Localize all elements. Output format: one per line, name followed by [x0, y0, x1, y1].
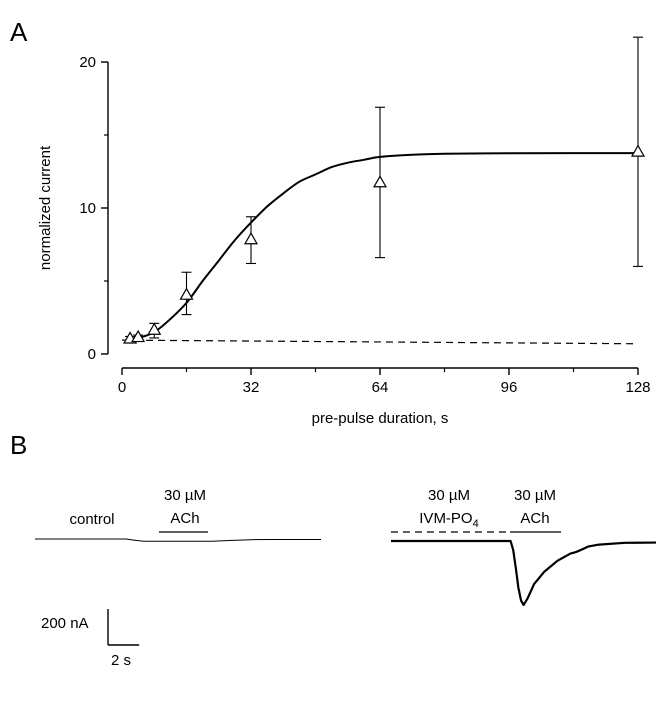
y-tick-label: 10: [79, 200, 96, 217]
data-point-triangle: [630, 144, 646, 157]
baseline-dashed-line: [121, 339, 639, 345]
fit-curve: [125, 152, 639, 341]
ivm-drug-subscript: 4: [473, 518, 479, 530]
control-ach-drug: ACh: [170, 510, 199, 527]
data-point-triangle: [243, 232, 259, 245]
y-tick-label: 20: [79, 54, 96, 71]
ivm-ach-trace: [391, 539, 656, 606]
y-axis-label: normalized current: [37, 145, 54, 270]
ivm-ach-drug: ACh: [520, 510, 549, 527]
data-point-triangle: [372, 175, 388, 188]
ivm-ach-conc: 30 µM: [514, 487, 556, 504]
data-point-triangle: [131, 329, 146, 343]
control-trace: [35, 538, 321, 542]
data-point-triangle: [179, 287, 194, 300]
panel-label-a: A: [10, 17, 28, 47]
ivm-drug: IVM-PO4: [419, 510, 478, 530]
y-tick-label: 0: [88, 346, 96, 363]
control-ach-conc: 30 µM: [164, 487, 206, 504]
panel-b-traces: control 30 µM ACh 30 µM IVM-PO4 30 µM AC…: [35, 487, 656, 669]
x-axis-label: pre-pulse duration, s: [312, 410, 449, 427]
x-tick-label: 64: [372, 379, 389, 396]
control-label: control: [69, 511, 114, 528]
ivm-drug-name: IVM-PO: [419, 510, 472, 527]
x-tick-label: 32: [243, 379, 260, 396]
x-tick-label: 96: [501, 379, 518, 396]
panel-a-chart: pre-pulse duration, s normalized current…: [37, 36, 651, 427]
scale-bar-time-label: 2 s: [111, 652, 131, 669]
ivm-conc: 30 µM: [428, 487, 470, 504]
scale-bar-current-label: 200 nA: [41, 615, 89, 632]
x-tick-label: 128: [625, 379, 650, 396]
data-point-triangle: [147, 322, 162, 335]
x-tick-label: 0: [118, 379, 126, 396]
panel-label-b: B: [10, 430, 27, 460]
